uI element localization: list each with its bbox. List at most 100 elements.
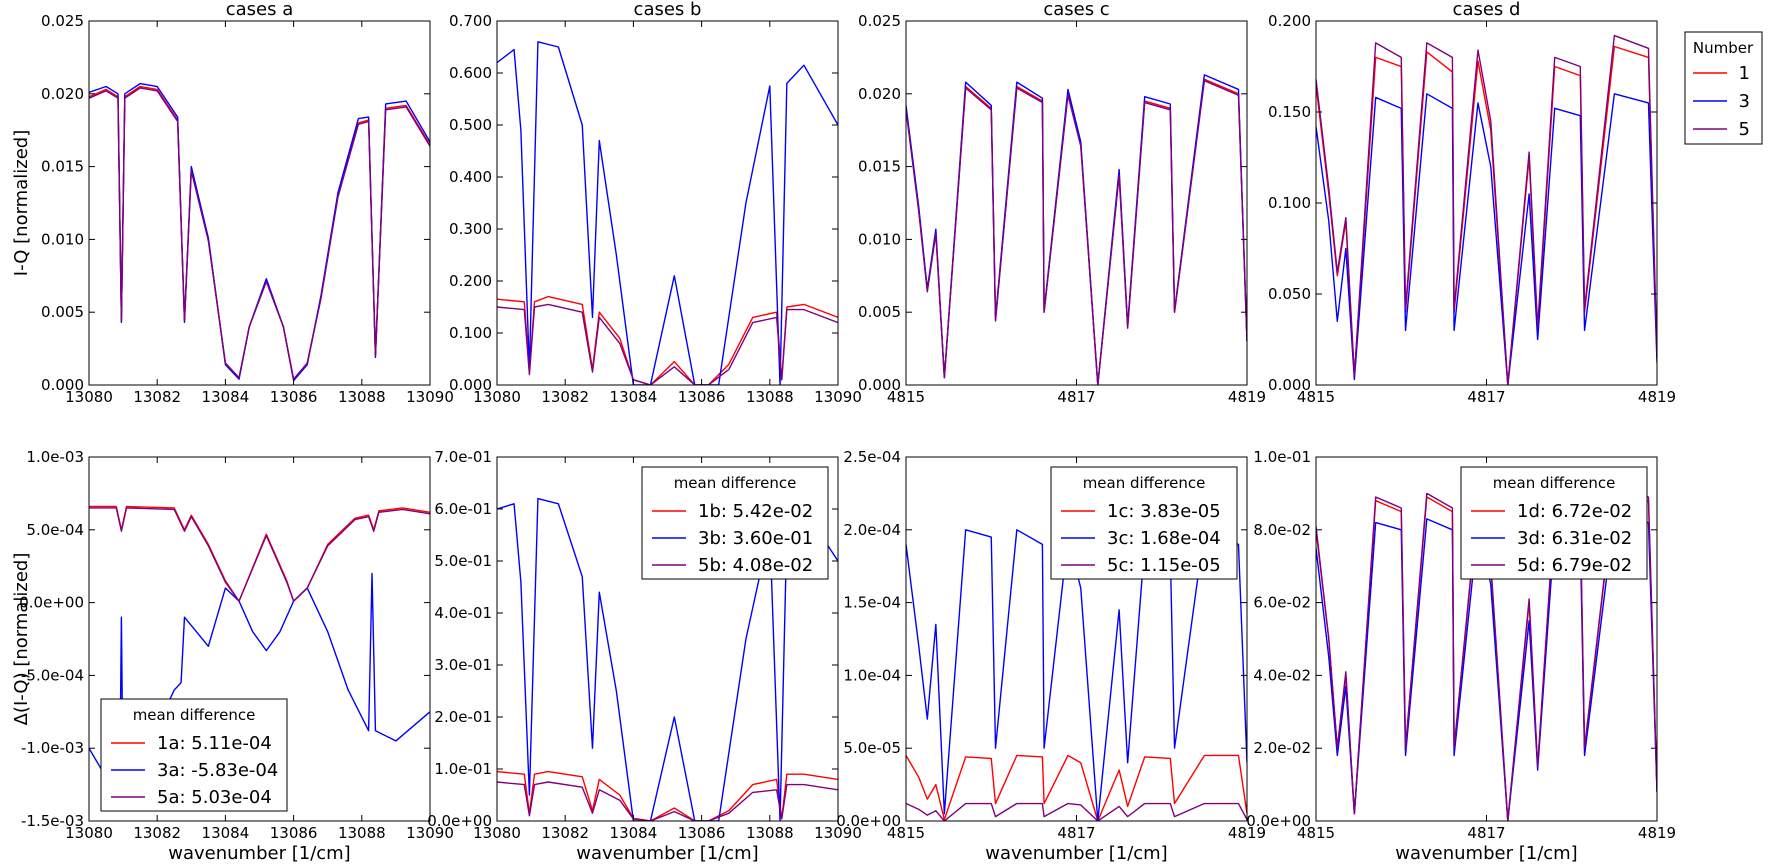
series-line-5c [906,802,1247,821]
y-tick-label: 2.0e-04 [843,521,901,539]
series-group [497,497,838,821]
series-line-3 [906,74,1247,385]
y-tick-label: 0.000 [449,376,492,394]
y-tick-label: 0.400 [449,168,492,186]
y-tick-label: 5.0e-04 [26,521,84,539]
y-tick-label: 0.150 [1268,103,1311,121]
x-tick-label: 13080 [65,388,113,406]
y-tick-label: 0.500 [449,116,492,134]
x-tick-label: 13080 [473,824,521,842]
y-tick-label: 6.0e-01 [434,500,492,518]
subplot-1: 13080 13082 13084 13086 13088 13090 0.000 0.005… [11,0,454,406]
legend-title: mean difference [1083,474,1206,492]
series-line-5 [89,87,430,380]
y-tick-label: 0.000 [41,376,84,394]
x-axis-label: wavenumber [1/cm] [985,843,1167,864]
y-tick-label: 0.000 [1268,376,1311,394]
y-tick-label: 0.050 [1268,285,1311,303]
axes-frame [88,456,431,822]
y-tick-label: 5.0e-01 [434,552,492,570]
y-tick-label: 5.0e-05 [843,739,901,757]
legend-frame [100,698,288,812]
x-tick-label: 4817 [1467,388,1505,406]
y-tick-label: 1.0e-04 [843,666,901,684]
x-tick-label: 4817 [1467,824,1505,842]
y-tick-label: 0.0e+00 [1246,812,1311,830]
y-tick-label: 4.0e-01 [434,604,492,622]
y-tick-label: 2.0e-01 [434,708,492,726]
x-tick-label: 13086 [678,388,726,406]
y-tick-label: 0.0e+00 [19,594,84,612]
x-tick-label: 13090 [814,824,862,842]
series-group [497,41,838,385]
subplot-2: 13080 13082 13084 13086 13088 13090 0.000 0.100… [449,0,862,406]
y-tick-label: 0.005 [41,303,84,321]
y-tick-label: 0.200 [1268,12,1311,30]
legend-entry: 3b: 3.60e-01 [698,528,813,549]
legend-entry: 1c: 3.83e-05 [1107,501,1221,522]
x-tick-label: 13084 [202,824,250,842]
figure-legend-frame [1684,31,1763,145]
series-line-5d [1316,489,1657,821]
y-tick-label: 0.700 [449,12,492,30]
y-tick-label: 1.0e-01 [434,760,492,778]
legend-mean-difference: mean difference 1a: 5.11e-04 3a: -5.83e-04… [100,698,288,812]
x-tick-label: 13088 [746,824,794,842]
legend-frame [1460,466,1648,580]
figure-legend-title: Number [1693,39,1754,57]
x-tick-label: 13090 [406,824,454,842]
series-line-5b [497,781,838,821]
x-tick-label: 4819 [1228,824,1266,842]
axes-frame [496,20,839,386]
x-tick-label: 13086 [270,388,318,406]
y-tick-label: 0.025 [41,12,84,30]
x-tick-label: 4815 [887,824,925,842]
y-tick-label: 0.100 [1268,194,1311,212]
subplot-6: 13080 13082 13084 13086 13088 13090 0.0e+00 1.0… [427,448,862,864]
y-axis-label: Δ(I-Q) [normalized] [11,553,32,726]
series-line-3c [906,529,1247,821]
x-axis-label: wavenumber [1/cm] [168,843,350,864]
x-tick-label: 13082 [133,824,181,842]
y-tick-label: 3.0e-01 [434,656,492,674]
x-tick-label: 13086 [270,824,318,842]
subplot-4: 4815 4817 4819 0.000 0.050 0.100 0.150 0.200 cas… [1268,0,1676,406]
x-tick-label: 4819 [1228,388,1266,406]
x-tick-label: 13090 [406,388,454,406]
x-tick-label: 13090 [814,388,862,406]
series-group [1316,489,1657,821]
subplot-3: 4815 4817 4819 0.000 0.005 0.010 0.015 0.020 0.0… [858,0,1266,406]
y-tick-label: 0.010 [41,230,84,248]
figure-legend-label-3: 3 [1739,91,1750,112]
y-tick-label: 0.020 [858,85,901,103]
subplot-5: 13080 13082 13084 13086 13088 13090 -1.5e-03 -1… [11,448,454,864]
y-tick-label: 1.0e-01 [1253,448,1311,466]
x-tick-label: 13080 [65,824,113,842]
x-tick-label: 13082 [133,388,181,406]
x-tick-label: 13084 [610,824,658,842]
legend-entry: 1d: 6.72e-02 [1517,501,1632,522]
series-line-1 [89,85,430,380]
legend-entry: 1b: 5.42e-02 [698,501,813,522]
y-tick-label: 1.5e-04 [843,594,901,612]
y-tick-label: -5.0e-04 [21,666,84,684]
y-tick-label: 0.025 [858,12,901,30]
x-axis-label: wavenumber [1/cm] [576,843,758,864]
x-tick-label: 13086 [678,824,726,842]
legend-mean-difference: mean difference 1b: 5.42e-02 3b: 3.60e-01 5… [641,466,829,580]
y-tick-label: 1.0e-03 [26,448,84,466]
legend-title: mean difference [674,474,797,492]
y-tick-label: 0.600 [449,64,492,82]
axes-frame [496,456,839,822]
x-tick-label: 13088 [746,388,794,406]
series-line-5a [89,507,430,602]
x-tick-label: 4815 [887,388,925,406]
x-tick-label: 4815 [1297,388,1335,406]
y-tick-label: 0.015 [858,158,901,176]
x-tick-label: 13082 [541,824,589,842]
axes-frame [88,20,431,386]
subplot-title: cases b [634,0,702,20]
subplot-grid: 13080 13082 13084 13086 13088 130900.0000.005… [11,0,1676,864]
series-group [1316,34,1657,385]
x-axis-label: wavenumber [1/cm] [1395,843,1577,864]
